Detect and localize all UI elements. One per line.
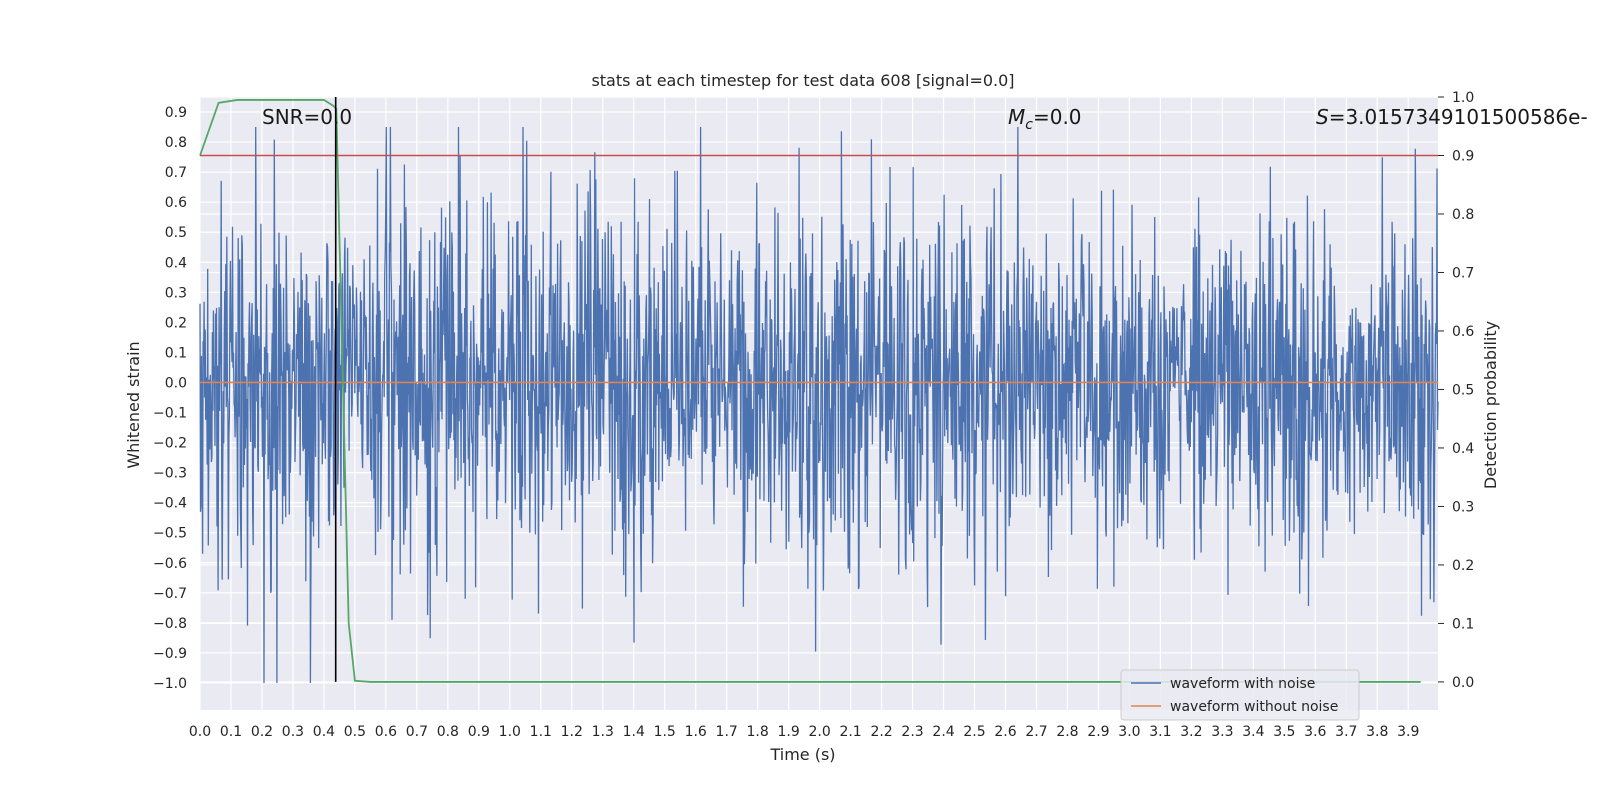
x-tick-label: 2.1	[839, 724, 861, 740]
x-tick-label: 3.1	[1149, 724, 1171, 740]
y-tick-label: −1.0	[153, 676, 187, 692]
x-tick-label: 1.4	[623, 724, 645, 740]
x-tick-label: 0.6	[375, 724, 397, 740]
x-tick-label: 1.8	[747, 724, 769, 740]
y2-axis-label: Detection probability	[1481, 321, 1500, 489]
legend-box	[1120, 669, 1360, 721]
x-tick-label: 3.8	[1366, 724, 1388, 740]
x-tick-label: 3.2	[1180, 724, 1202, 740]
mc-subscript: c	[1025, 117, 1033, 133]
y2-axis-ticks: 1.0 0.9 0.8 0.7 0.6 0.5 0.4 0.3 0.2 0.1 0.0	[1438, 90, 1474, 691]
probability-line	[199, 99, 1421, 683]
x-tick-label: 1.5	[654, 724, 676, 740]
y2-tick-label: 0.3	[1452, 499, 1474, 515]
x-tick-label: 0.1	[220, 724, 242, 740]
y-tick-label: 0.7	[165, 165, 187, 181]
y-tick-label: 0.6	[165, 195, 187, 211]
x-tick-label: 3.3	[1211, 724, 1233, 740]
x-tick-label: 1.2	[561, 724, 583, 740]
y-tick-label: −0.3	[153, 466, 187, 482]
chart-title: stats at each timestep for test data 608…	[591, 71, 1014, 90]
legend: waveform with noise waveform without noi…	[1120, 669, 1360, 721]
series-detection-probability	[199, 99, 1421, 683]
x-axis-label: Time (s)	[769, 745, 835, 764]
x-tick-label: 2.9	[1087, 724, 1109, 740]
y-tick-label: −0.4	[153, 496, 187, 512]
y-tick-label: 0.5	[165, 225, 187, 241]
y2-tick-label: 0.7	[1452, 265, 1474, 281]
x-tick-label: 0.3	[282, 724, 304, 740]
mc-symbol: M	[1008, 105, 1025, 129]
y2-tick-label: 0.1	[1452, 616, 1474, 632]
y2-tick-label: 1.0	[1452, 90, 1474, 106]
x-tick-label: 0.9	[468, 724, 490, 740]
legend-label-noise: waveform with noise	[1170, 676, 1315, 692]
y-axis-ticks: 0.9 0.8 0.7 0.6 0.5 0.4 0.3 0.2 0.1 0.0 −0.1 −0.2 −0…	[153, 105, 187, 692]
y-tick-label: 0.9	[165, 105, 187, 121]
x-tick-label: 0.0	[189, 724, 211, 740]
mc-value: =0.0	[1033, 105, 1082, 129]
x-tick-label: 3.7	[1335, 724, 1357, 740]
x-tick-label: 0.5	[344, 724, 366, 740]
y-tick-label: −0.7	[153, 586, 187, 602]
y-tick-label: −0.8	[153, 616, 187, 632]
y2-tick-label: 0.9	[1452, 148, 1474, 164]
x-tick-label: 1.6	[685, 724, 707, 740]
x-axis-ticks: 0.0 0.1 0.2 0.3 0.4 0.5 0.6 0.7 0.8 0.9 1.0 1.1 1.2 1…	[189, 724, 1420, 740]
y-tick-label: −0.9	[153, 646, 187, 662]
x-tick-label: 3.9	[1397, 724, 1419, 740]
y2-tick-label: 0.2	[1452, 558, 1474, 574]
s-annotation: S=3.0157349101500586e-	[1316, 105, 1588, 129]
y2-tick-label: 0.5	[1452, 382, 1474, 398]
y-tick-label: 0.3	[165, 285, 187, 301]
y-tick-label: −0.1	[153, 406, 187, 422]
y2-tick-label: 0.6	[1452, 324, 1474, 340]
x-tick-label: 3.4	[1242, 724, 1264, 740]
s-symbol: S	[1316, 105, 1329, 129]
y2-tick-label: 0.4	[1452, 441, 1474, 457]
x-tick-label: 3.6	[1304, 724, 1326, 740]
y-tick-label: −0.2	[153, 436, 187, 452]
legend-label-clean: waveform without noise	[1170, 699, 1338, 715]
x-tick-label: 3.5	[1273, 724, 1295, 740]
x-tick-label: 3.0	[1118, 724, 1140, 740]
y-tick-label: 0.8	[165, 135, 187, 151]
x-tick-label: 1.0	[499, 724, 521, 740]
x-tick-label: 2.3	[901, 724, 923, 740]
y-tick-label: 0.2	[165, 315, 187, 331]
x-tick-label: 0.4	[313, 724, 335, 740]
x-tick-label: 1.3	[592, 724, 614, 740]
x-tick-label: 1.7	[716, 724, 738, 740]
x-tick-label: 1.1	[530, 724, 552, 740]
x-tick-label: 0.8	[437, 724, 459, 740]
x-tick-label: 2.7	[1025, 724, 1047, 740]
y-axis-label: Whitened strain	[124, 341, 143, 468]
x-tick-label: 2.4	[932, 724, 954, 740]
y-tick-label: 0.1	[165, 345, 187, 361]
x-tick-label: 2.8	[1056, 724, 1078, 740]
x-tick-label: 0.2	[251, 724, 273, 740]
series-waveform-with-noise	[199, 126, 1439, 684]
snr-annotation: SNR=0.0	[262, 105, 352, 129]
y2-tick-label: 0.0	[1452, 675, 1474, 691]
noise-waveform-line	[199, 126, 1439, 684]
x-tick-label: 2.5	[963, 724, 985, 740]
y-tick-label: −0.6	[153, 556, 187, 572]
y-tick-label: 0.4	[165, 255, 187, 271]
x-tick-label: 2.6	[994, 724, 1016, 740]
y-tick-label: 0.0	[165, 375, 187, 391]
chirp-mass-annotation: Mc=0.0	[1008, 105, 1082, 133]
x-tick-label: 0.7	[406, 724, 428, 740]
x-tick-label: 2.0	[808, 724, 830, 740]
y-tick-label: −0.5	[153, 526, 187, 542]
y2-tick-label: 0.8	[1452, 207, 1474, 223]
x-tick-label: 2.2	[870, 724, 892, 740]
s-value: =3.0157349101500586e-	[1329, 105, 1588, 129]
x-tick-label: 1.9	[778, 724, 800, 740]
